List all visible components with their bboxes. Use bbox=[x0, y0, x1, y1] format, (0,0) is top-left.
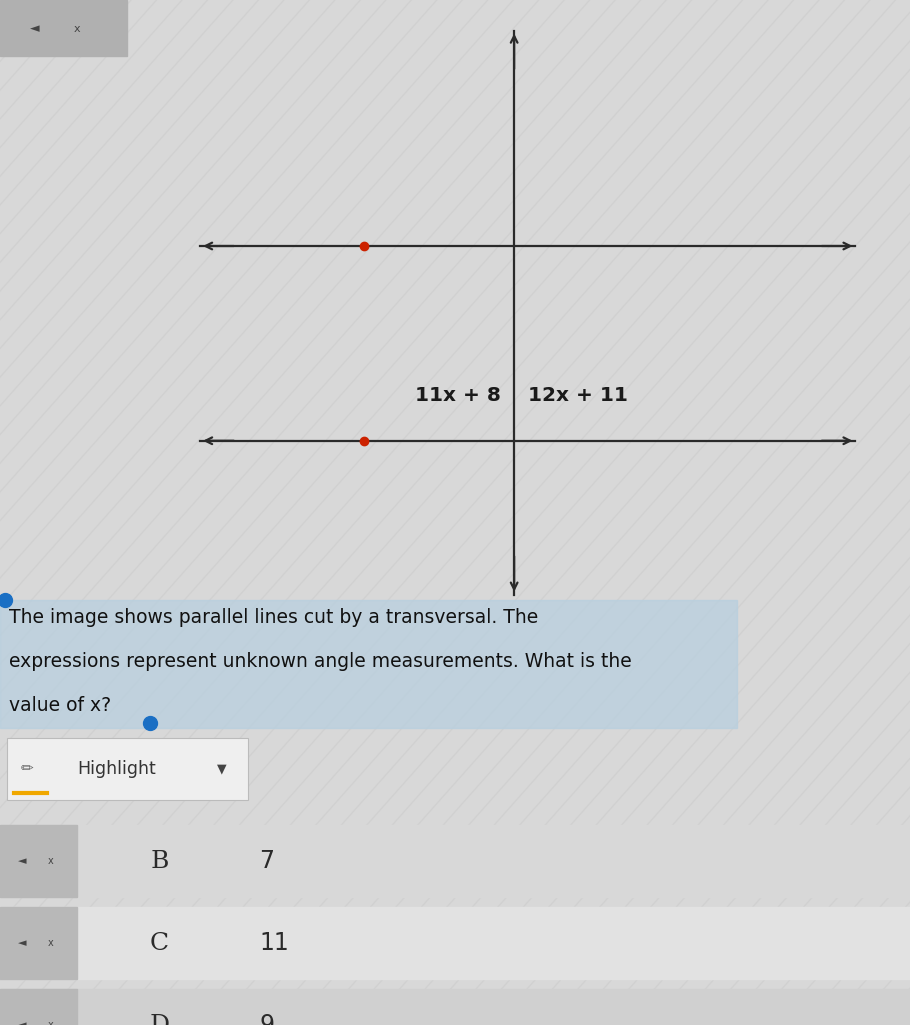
Text: x: x bbox=[48, 938, 54, 948]
Bar bbox=[0, 907, 77, 979]
Text: 11: 11 bbox=[259, 931, 289, 955]
Text: x: x bbox=[48, 1020, 54, 1025]
Text: ◄: ◄ bbox=[30, 23, 39, 35]
Text: 7: 7 bbox=[259, 849, 274, 873]
Text: ◄: ◄ bbox=[17, 1020, 26, 1025]
Text: x: x bbox=[74, 24, 81, 34]
Text: expressions represent unknown angle measurements. What is the: expressions represent unknown angle meas… bbox=[9, 652, 632, 671]
Text: 11x + 8: 11x + 8 bbox=[415, 385, 501, 405]
Text: 12x + 11: 12x + 11 bbox=[528, 385, 628, 405]
Text: value of x?: value of x? bbox=[9, 696, 111, 715]
Bar bbox=[0, 989, 910, 1025]
Text: ✏: ✏ bbox=[21, 762, 34, 776]
Text: C: C bbox=[149, 932, 169, 954]
Bar bbox=[0, 825, 77, 897]
Text: The image shows parallel lines cut by a transversal. The: The image shows parallel lines cut by a … bbox=[9, 608, 539, 627]
Text: D: D bbox=[149, 1014, 169, 1025]
Text: ◄: ◄ bbox=[17, 856, 26, 866]
Text: ◄: ◄ bbox=[17, 938, 26, 948]
Text: ▼: ▼ bbox=[217, 763, 227, 775]
Bar bbox=[0, 600, 737, 728]
Text: 9: 9 bbox=[259, 1013, 274, 1025]
Bar bbox=[0, 907, 910, 979]
Text: Highlight: Highlight bbox=[77, 760, 157, 778]
Bar bbox=[0, 989, 77, 1025]
Text: x: x bbox=[48, 856, 54, 866]
Bar bbox=[7, 738, 248, 800]
Bar bbox=[0, 0, 127, 56]
Text: B: B bbox=[150, 850, 168, 872]
Bar bbox=[0, 825, 910, 897]
